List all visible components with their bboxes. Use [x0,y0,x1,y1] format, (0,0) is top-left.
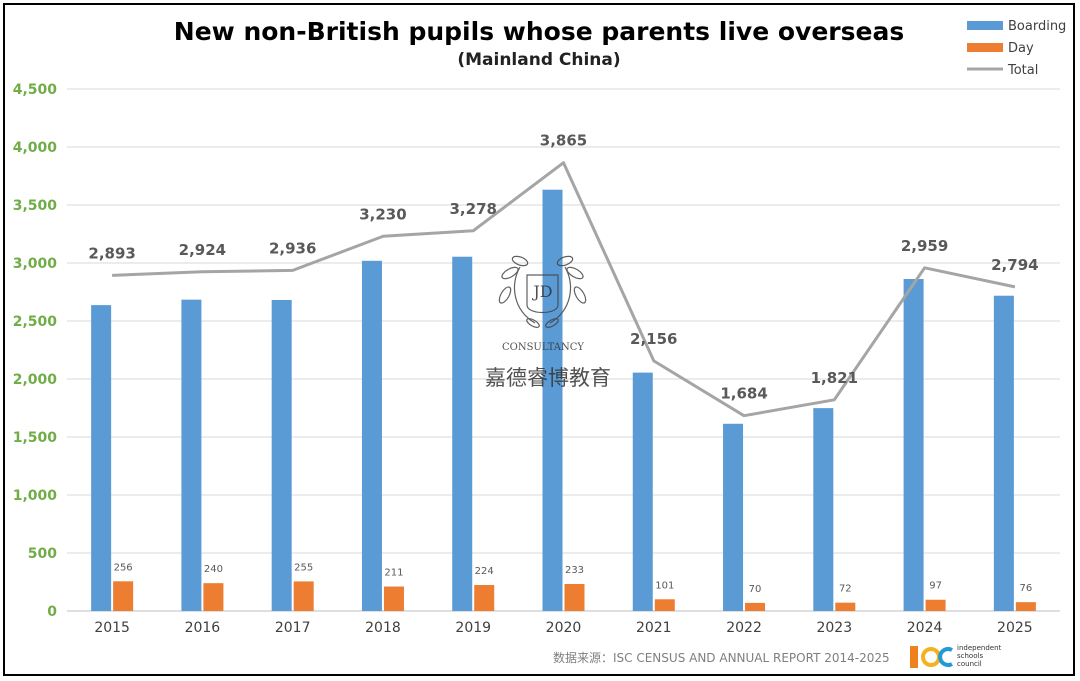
x-tick-label-2018: 2018 [365,620,401,636]
boarding-bar-2019 [452,256,473,611]
x-tick-label-2017: 2017 [275,620,311,636]
isc-logo-line1: independent [957,644,1002,652]
y-tick-label-4500: 4,500 [13,82,58,98]
legend-day-swatch [967,43,1003,52]
watermark-monogram: JD [531,282,552,301]
boarding-bar-2025 [993,295,1014,611]
boarding-bar-2016 [181,299,202,611]
y-axis: 0 500 1,000 1,500 2,000 2,500 3,000 3,500 4,000 4… [13,82,58,620]
boarding-bar-2015 [91,305,112,611]
boarding-bar-2022 [723,423,744,611]
x-tick-label-2021: 2021 [636,620,672,636]
day-data-labels: 256 240 255 211 224 233 101 70 72 97 76 [114,562,1033,595]
legend-total-label: Total [1007,63,1038,78]
isc-logo-line3: council [957,660,982,668]
total-value-label-2016: 2,924 [179,241,226,259]
x-tick-label-2015: 2015 [94,620,130,636]
x-tick-label-2020: 2020 [546,620,582,636]
x-tick-label-2016: 2016 [185,620,221,636]
day-bar-2024 [925,599,946,611]
y-tick-label-3000: 3,000 [13,256,58,272]
boarding-bar-2021 [632,372,653,611]
isc-logo-ring [921,647,941,667]
x-tick-label-2019: 2019 [455,620,491,636]
day-bar-2017 [293,581,314,611]
total-value-label-2021: 2,156 [630,330,677,348]
chart-frame: New non-British pupils whose parents liv… [3,3,1075,676]
total-value-label-2019: 3,278 [450,200,497,218]
leaf-wreath-icon [498,255,587,328]
day-bar-2021 [654,599,675,611]
day-bar-2023 [835,602,856,611]
boarding-bar-2018 [361,260,382,611]
boarding-bar-2017 [271,300,292,611]
day-value-label-2018: 211 [384,568,403,579]
boarding-bar-2023 [813,408,834,611]
day-value-label-2016: 240 [204,564,223,575]
total-data-labels: 2,893 2,924 2,936 3,230 3,278 3,865 2,156 1,684… [88,132,1038,403]
day-bar-2022 [745,602,766,611]
isc-logo: independent schools council [910,644,1002,668]
day-bar-2020 [564,583,585,611]
day-series [113,581,1036,611]
day-value-label-2022: 70 [749,584,762,595]
day-value-label-2021: 101 [655,580,674,591]
boarding-bar-2020 [542,189,563,612]
day-value-label-2020: 233 [565,565,584,576]
chart-svg: New non-British pupils whose parents liv… [13,17,1066,668]
total-value-label-2023: 1,821 [811,369,858,387]
total-value-label-2024: 2,959 [901,237,948,255]
boarding-series [91,189,1014,612]
day-value-label-2023: 72 [839,584,852,595]
source-note: 数据来源：ISC CENSUS AND ANNUAL REPORT 2014-2… [553,650,890,665]
y-tick-label-3500: 3,500 [13,198,58,214]
y-tick-label-2500: 2,500 [13,314,58,330]
total-value-label-2015: 2,893 [88,244,135,262]
day-bar-2016 [203,583,224,611]
day-value-label-2025: 76 [1019,583,1032,594]
y-tick-label-500: 500 [28,546,57,562]
total-value-label-2018: 3,230 [359,205,406,223]
day-value-label-2017: 255 [294,562,313,573]
day-value-label-2015: 256 [114,562,133,573]
y-tick-label-1000: 1,000 [13,488,58,504]
legend-boarding-swatch [967,21,1003,30]
y-tick-label-4000: 4,000 [13,140,58,156]
isc-logo-line2: schools [957,652,983,660]
x-tick-label-2025: 2025 [997,620,1033,636]
total-value-label-2022: 1,684 [720,385,767,403]
watermark-chinese: 嘉德睿博教育 [485,366,611,390]
y-tick-label-0: 0 [47,604,57,620]
day-bar-2025 [1015,602,1036,611]
total-value-label-2020: 3,865 [540,132,587,150]
isc-logo-c [938,647,953,667]
watermark-consultancy: CONSULTANCY [502,342,584,353]
day-value-label-2019: 224 [475,566,494,577]
gridlines [67,88,1060,612]
isc-logo-bar [910,646,918,668]
day-bar-2019 [474,585,495,611]
x-tick-label-2023: 2023 [816,620,852,636]
day-bar-2018 [383,586,404,611]
day-value-label-2024: 97 [929,581,942,592]
x-tick-label-2024: 2024 [907,620,943,636]
x-tick-label-2022: 2022 [726,620,762,636]
chart-title: New non-British pupils whose parents liv… [174,17,904,46]
total-value-label-2017: 2,936 [269,239,316,257]
x-axis: 2015 2016 2017 2018 2019 2020 2021 2022 2023 2024… [94,620,1032,636]
legend-day-label: Day [1008,41,1034,56]
y-tick-label-1500: 1,500 [13,430,58,446]
legend: Boarding Day Total [967,19,1066,78]
day-bar-2015 [113,581,134,611]
legend-boarding-label: Boarding [1008,19,1066,34]
watermark: JD CONSULTANCY 嘉德睿博教育 [485,255,611,390]
y-tick-label-2000: 2,000 [13,372,58,388]
boarding-bar-2024 [903,279,924,611]
chart-subtitle: (Mainland China) [457,50,620,70]
total-series-line [112,161,1016,418]
total-value-label-2025: 2,794 [991,256,1038,274]
